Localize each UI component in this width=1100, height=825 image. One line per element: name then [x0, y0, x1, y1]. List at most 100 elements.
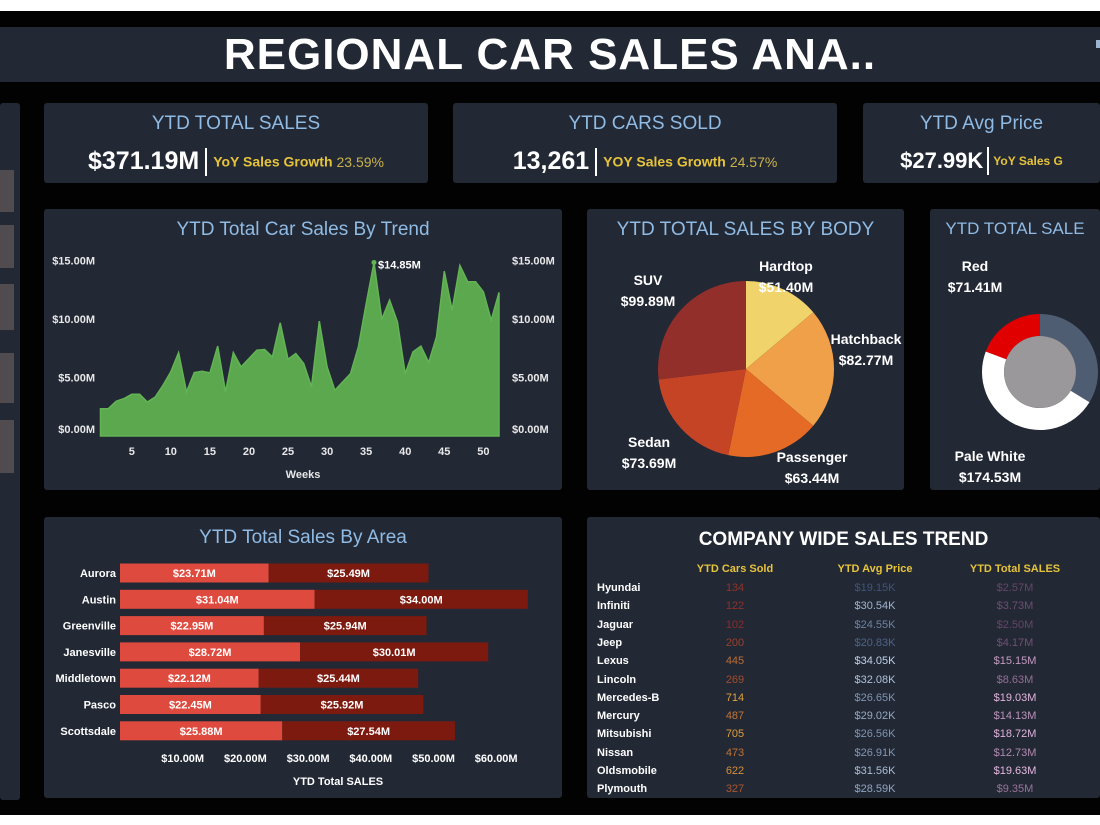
column-header[interactable]: YTD Total SALES	[969, 563, 1061, 575]
bar-value-label: $23.71M	[173, 568, 216, 580]
sidebar-filter-button[interactable]	[0, 170, 14, 212]
bar-category: Aurora	[80, 568, 117, 580]
table-row[interactable]: Mercury 487 $29.02K $14.13M	[587, 710, 1087, 726]
chart-title: YTD TOTAL SALES BY BODY	[616, 219, 875, 240]
chart-title: YTD Total Sales By Area	[199, 527, 407, 548]
total-sales-cell: $19.63M	[993, 765, 1037, 777]
avg-price-cell: $19.15K	[854, 582, 896, 594]
avg-price-cell: $34.05K	[854, 655, 896, 668]
menu-icon[interactable]	[1096, 40, 1100, 48]
table-row[interactable]: Lexus 445 $34.05K $15.15M	[587, 655, 1087, 671]
x-tick: $60.00M	[475, 753, 518, 765]
total-sales-cell: $19.03M	[993, 691, 1037, 704]
bar-value-label: $31.04M	[196, 594, 239, 606]
avg-price-cell: $26.91K	[854, 746, 896, 759]
pie-slice-hardtop	[746, 281, 814, 369]
donut-slice-other	[1040, 314, 1098, 403]
bar-value-label: $27.54M	[347, 726, 390, 738]
bar-segment	[314, 589, 528, 609]
x-tick: 40	[399, 446, 411, 458]
x-tick: 10	[165, 446, 177, 458]
kpi-avg-price: YTD Avg Price $27.99K YoY Sales G	[863, 103, 1100, 183]
table-row[interactable]: Mercedes-B 714 $26.65K $19.03M	[587, 692, 1087, 708]
pie-slice-passenger	[728, 369, 814, 457]
cars-sold-cell: 487	[725, 710, 745, 723]
table-row[interactable]: Infiniti 122 $30.54K $3.73M	[587, 600, 1087, 616]
y-tick-left: $15.00M	[52, 256, 95, 268]
kpi-growth-label: YoY Sales Growth	[213, 153, 333, 170]
brand-cell: Lexus	[597, 655, 629, 668]
bar-value-label: $25.88M	[180, 726, 223, 738]
pie-slice-hatchback	[746, 312, 835, 426]
pie-label: SUV	[634, 272, 663, 288]
bottom-border	[0, 815, 1100, 825]
column-header[interactable]: YTD Avg Price	[837, 563, 913, 575]
table-row[interactable]: Oldsmobile 622 $31.56K $19.63M	[587, 765, 1087, 781]
x-tick: $40.00M	[349, 753, 392, 765]
bar-segment	[120, 721, 283, 741]
kpi-value: $27.99K	[900, 148, 984, 173]
cars-sold-cell: 327	[725, 783, 745, 796]
bar-category: Pasco	[84, 700, 117, 712]
pie-label: Hatchback	[831, 331, 902, 347]
x-tick: 15	[204, 446, 216, 458]
table-title: COMPANY WIDE SALES TREND	[698, 529, 989, 550]
divider	[595, 147, 598, 176]
y-tick-right: $5.00M	[512, 373, 549, 385]
column-header[interactable]: YTD Cars Sold	[696, 563, 774, 575]
divider	[987, 147, 990, 175]
bar-value-label: $22.95M	[171, 621, 214, 633]
bar-value-label: $30.01M	[373, 647, 416, 659]
pie-label: Sedan	[628, 434, 670, 450]
chart-title: YTD Total Car Sales By Trend	[176, 219, 430, 240]
x-tick: 35	[360, 446, 372, 458]
table-row[interactable]: Plymouth 327 $28.59K $9.35M	[587, 783, 1087, 799]
bar-category: Janesville	[63, 647, 116, 659]
bar-segment	[282, 721, 455, 741]
total-sales-cell: $14.13M	[993, 710, 1037, 723]
cars-sold-cell: 445	[725, 655, 745, 668]
sidebar-filter-button[interactable]	[0, 420, 14, 473]
x-tick: $20.00M	[224, 753, 267, 765]
y-tick-right: $10.00M	[512, 314, 555, 326]
pie-value: $63.44M	[785, 470, 839, 486]
bar-segment	[120, 668, 259, 688]
brand-cell: Plymouth	[597, 783, 648, 796]
table-row[interactable]: Jeep 200 $20.83K $4.17M	[587, 637, 1087, 653]
bar-value-label: $25.49M	[327, 568, 370, 580]
table-row[interactable]: Jaguar 102 $24.55K $2.50M	[587, 619, 1087, 635]
brand-cell: Mercedes-B	[597, 691, 660, 704]
table-row[interactable]: Lincoln 269 $32.08K $8.63M	[587, 674, 1087, 690]
kpi-growth-label: YoY Sales G	[993, 154, 1063, 168]
bar-segment	[120, 589, 315, 609]
x-tick: 30	[321, 446, 333, 458]
brand-cell: Infiniti	[597, 600, 630, 613]
avg-price-cell: $26.56K	[854, 728, 896, 741]
table-row[interactable]: Nissan 473 $26.91K $12.73M	[587, 747, 1087, 763]
x-tick: 45	[438, 446, 450, 458]
x-tick: $30.00M	[287, 753, 330, 765]
brand-cell: Lincoln	[597, 673, 637, 686]
area-series	[99, 262, 500, 437]
cars-sold-cell: 102	[725, 618, 745, 631]
bar-value-label: $25.92M	[321, 700, 364, 712]
kpi-title: YTD Avg Price	[919, 113, 1044, 134]
pie-label: Passenger	[777, 449, 848, 465]
kpi-growth-label: YOY Sales Growth	[603, 153, 726, 170]
donut-value: $71.41M	[948, 279, 1002, 295]
sidebar-filter-button[interactable]	[0, 225, 14, 268]
bar-segment	[120, 616, 264, 636]
total-sales-cell: $8.63M	[996, 673, 1034, 686]
filter-sidebar	[0, 103, 20, 800]
table-row[interactable]: Hyundai 134 $19.15K $2.57M	[587, 582, 1087, 598]
sidebar-filter-button[interactable]	[0, 284, 14, 330]
cars-sold-cell: 705	[725, 728, 745, 741]
total-sales-cell: $3.73M	[996, 600, 1034, 613]
table-row[interactable]: Mitsubishi 705 $26.56K $18.72M	[587, 728, 1087, 744]
brand-cell: Jeep	[597, 636, 623, 649]
sidebar-filter-button[interactable]	[0, 353, 14, 403]
kpi-title: YTD CARS SOLD	[568, 113, 722, 134]
pie-slice-suv	[658, 281, 746, 380]
donut-slice-pale-white	[982, 351, 1090, 430]
dashboard-header: REGIONAL CAR SALES ANA..	[0, 27, 1100, 82]
